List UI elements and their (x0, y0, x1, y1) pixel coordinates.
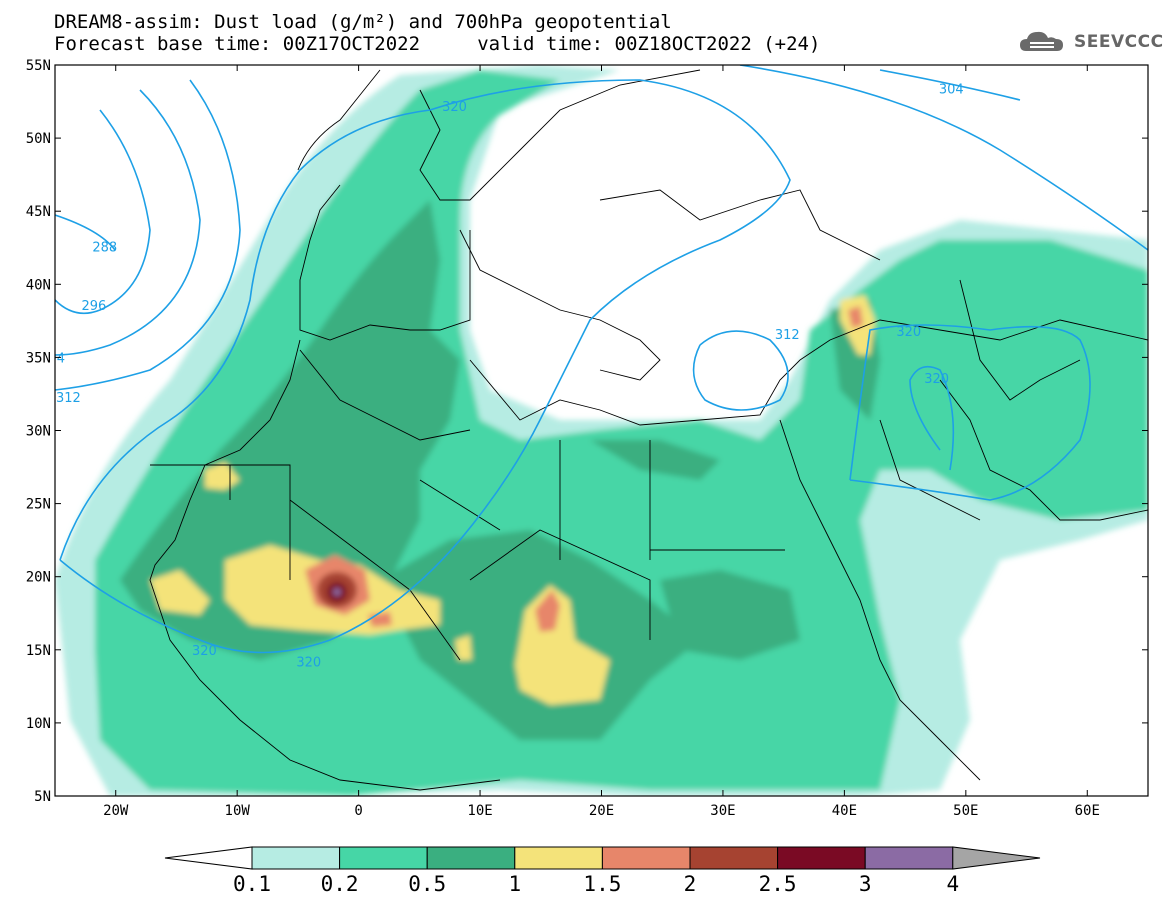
lon-tick-label: 60E (1075, 803, 1100, 819)
colorbar-tick-label: 0.1 (233, 872, 271, 896)
dust-band-1.5b (535, 590, 560, 632)
lon-tick-label: 10W (225, 803, 251, 819)
contour-label: 320 (924, 372, 949, 387)
colorbar-tick-label: 0.5 (408, 872, 446, 896)
lon-tick-label: 50E (953, 803, 978, 819)
lat-tick-label: 40N (26, 277, 51, 293)
dust-band-1c (205, 462, 240, 490)
colorbar-segment (426, 846, 516, 870)
colorbar-segment (339, 846, 428, 870)
colorbar-tick-label: 2.5 (759, 872, 797, 896)
lat-tick-label: 20N (26, 570, 51, 586)
colorbar-tick-label: 3 (859, 872, 872, 896)
contour-label: 320 (296, 655, 321, 670)
dust-band-0.5c (590, 440, 720, 480)
colorbar-tick-label: 2 (684, 872, 697, 896)
lon-tick-label: 30E (710, 803, 735, 819)
lat-tick-label: 5N (34, 789, 51, 805)
axis-ticks: 20W 10W 0 10E 20E 30E 40E 50E 60E 55N 50N 45N 40N 35N… (26, 58, 1148, 819)
contour-labels: 288 296 304 312 320 304 312 320 320 320 320 (40, 82, 964, 670)
colorbar-tick-label: 4 (946, 872, 959, 896)
cloud-logo-icon (1020, 31, 1063, 51)
lat-tick-label: 10N (26, 716, 51, 732)
contour-label: 320 (442, 100, 467, 115)
colorbar-segment (514, 846, 603, 870)
contour-label: 320 (192, 644, 217, 659)
lon-tick-label: 0 (354, 803, 362, 819)
colorbar: 0.1 0.2 0.5 1 1.5 2 2.5 3 4 (164, 846, 1041, 896)
colorbar-segment (864, 846, 954, 870)
lat-tick-label: 45N (26, 204, 51, 220)
contour-label: 304 (939, 82, 964, 97)
lat-tick-label: 30N (26, 424, 51, 440)
colorbar-tick-label: 0.2 (321, 872, 359, 896)
colorbar-segment (601, 846, 691, 870)
lat-tick-label: 55N (26, 58, 51, 74)
dust-band-0.5d (660, 570, 800, 660)
contour-label: 296 (81, 299, 106, 314)
dust-band-0.5 (120, 200, 460, 660)
logo: SEEVCCC (1018, 28, 1164, 56)
map-subtitle: Forecast base time: 00Z17OCT2022 valid t… (54, 33, 821, 55)
dust-band-1a (150, 570, 210, 615)
colorbar-segment (251, 846, 341, 870)
map-title: DREAM8-assim: Dust load (g/m²) and 700hP… (54, 11, 672, 33)
lat-tick-label: 35N (26, 350, 51, 366)
coastlines (149, 69, 1148, 791)
contour-label: 312 (775, 328, 800, 343)
colorbar-tick-label: 1 (508, 872, 521, 896)
lon-tick-label: 40E (832, 803, 857, 819)
colorbar-segment (777, 846, 866, 870)
logo-text: SEEVCCC (1074, 32, 1164, 52)
lat-tick-label: 25N (26, 497, 51, 513)
contour-label: 320 (896, 325, 921, 340)
dust-band-1e (455, 635, 472, 660)
colorbar-segment (689, 846, 779, 870)
lon-tick-label: 20W (103, 803, 129, 819)
lon-tick-label: 20E (589, 803, 614, 819)
dust-band-3 (333, 588, 341, 596)
contour-label: 304 (40, 351, 65, 366)
dust-band-1.5c (848, 306, 863, 328)
colorbar-low-arrow (164, 846, 253, 870)
contour-label: 312 (56, 391, 81, 406)
lat-tick-label: 50N (26, 131, 51, 147)
colorbar-high-arrow (952, 846, 1041, 870)
contour-label: 288 (92, 240, 117, 255)
geopotential-contours (55, 65, 1148, 654)
lat-tick-label: 15N (26, 643, 51, 659)
lon-tick-label: 10E (467, 803, 492, 819)
dust-load-field: 288 296 304 312 320 304 312 320 320 320 320 (40, 65, 1148, 796)
colorbar-tick-label: 1.5 (583, 872, 621, 896)
